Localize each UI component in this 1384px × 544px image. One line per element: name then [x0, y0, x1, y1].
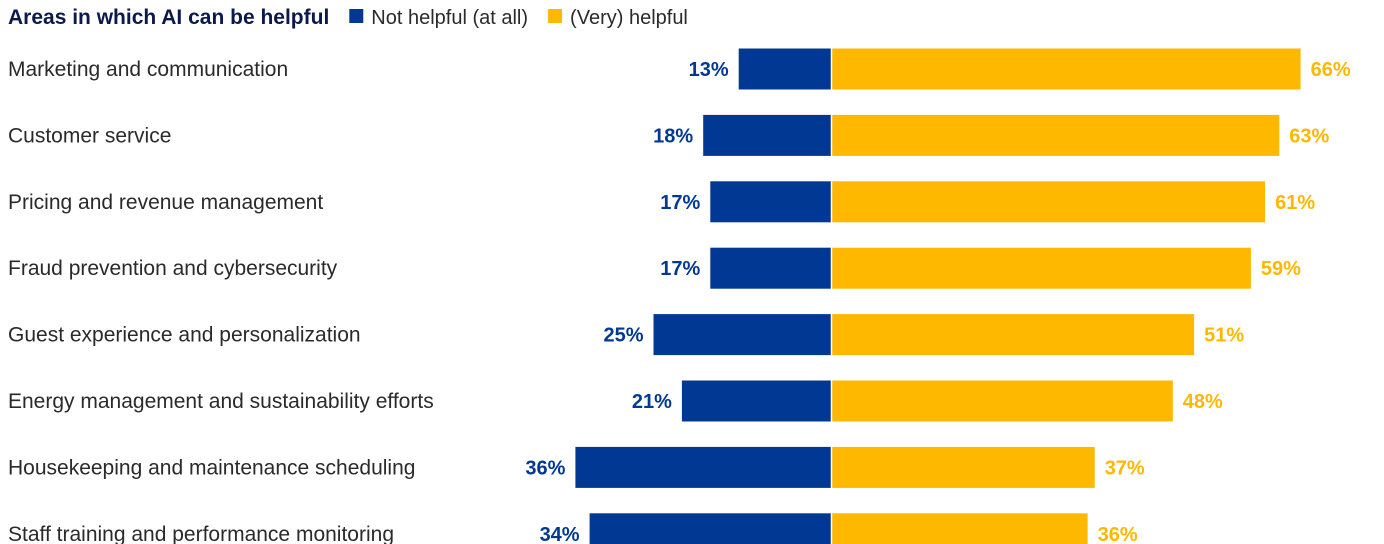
bar-helpful: [832, 114, 1280, 156]
value-label-not-helpful: 17%: [660, 192, 700, 214]
value-label-helpful: 61%: [1275, 192, 1315, 214]
bar-helpful: [832, 380, 1173, 422]
legend-label-0: Not helpful (at all): [371, 7, 528, 29]
value-label-helpful: 66%: [1311, 59, 1351, 81]
bar-not-helpful: [681, 380, 831, 422]
value-label-helpful: 36%: [1098, 524, 1138, 544]
bar-not-helpful: [710, 247, 831, 289]
chart-title: Areas in which AI can be helpful: [8, 6, 329, 29]
bar-not-helpful: [575, 446, 831, 488]
value-label-not-helpful: 21%: [632, 391, 672, 413]
category-label: Marketing and communication: [8, 58, 288, 81]
value-label-helpful: 37%: [1105, 457, 1145, 479]
value-label-not-helpful: 34%: [540, 524, 580, 544]
category-label: Energy management and sustainability eff…: [8, 390, 434, 413]
category-label: Guest experience and personalization: [8, 324, 361, 347]
value-label-not-helpful: 36%: [525, 457, 565, 479]
legend-label-1: (Very) helpful: [570, 7, 688, 29]
bar-not-helpful: [653, 314, 831, 356]
category-label: Housekeeping and maintenance scheduling: [8, 456, 415, 479]
value-label-not-helpful: 25%: [603, 325, 643, 347]
bar-not-helpful: [710, 181, 831, 223]
category-label: Fraud prevention and cybersecurity: [8, 257, 338, 280]
legend-swatch-0: [349, 9, 364, 23]
bar-not-helpful: [589, 513, 831, 544]
value-label-helpful: 48%: [1183, 391, 1223, 413]
bar-helpful: [832, 247, 1251, 289]
bars: [575, 48, 1301, 544]
legend-swatch-1: [548, 9, 563, 23]
bar-helpful: [832, 48, 1301, 90]
value-labels: 13% 66% 18% 63% 17% 61% 17% 59% 25% 51% 21% 48% 36% 3…: [525, 59, 1350, 544]
value-label-not-helpful: 17%: [660, 258, 700, 280]
category-label: Customer service: [8, 124, 171, 147]
bar-helpful: [832, 181, 1266, 223]
category-label: Pricing and revenue management: [8, 191, 323, 214]
value-label-helpful: 59%: [1261, 258, 1301, 280]
bar-not-helpful: [703, 114, 831, 156]
legend: Not helpful (at all) (Very) helpful: [349, 7, 688, 29]
bar-helpful: [832, 314, 1195, 356]
bar-not-helpful: [738, 48, 831, 90]
bar-helpful: [832, 513, 1088, 544]
bar-helpful: [832, 446, 1095, 488]
value-label-helpful: 51%: [1204, 325, 1244, 347]
value-label-helpful: 63%: [1289, 125, 1329, 147]
value-label-not-helpful: 18%: [653, 125, 693, 147]
value-label-not-helpful: 13%: [689, 59, 729, 81]
category-labels: Marketing and communication Customer serv…: [8, 58, 434, 544]
chart-header: Areas in which AI can be helpful Not hel…: [8, 6, 688, 29]
category-label: Staff training and performance monitorin…: [8, 523, 394, 544]
